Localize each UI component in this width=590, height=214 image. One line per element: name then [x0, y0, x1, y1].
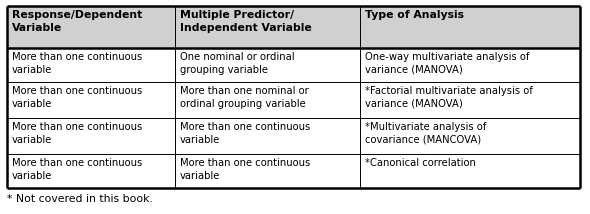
Bar [360, 118, 580, 154]
Bar [360, 82, 580, 118]
Bar [175, 48, 360, 82]
Text: More than one nominal or
ordinal grouping variable: More than one nominal or ordinal groupin… [180, 86, 309, 109]
Text: Multiple Predictor/
Independent Variable: Multiple Predictor/ Independent Variable [180, 10, 312, 33]
Text: Type of Analysis: Type of Analysis [365, 10, 464, 20]
Bar [7, 154, 175, 188]
Bar [360, 48, 580, 82]
Bar [175, 82, 360, 118]
Text: More than one continuous
variable: More than one continuous variable [12, 52, 142, 75]
Text: More than one continuous
variable: More than one continuous variable [180, 158, 310, 181]
Bar [7, 118, 175, 154]
Text: One nominal or ordinal
grouping variable: One nominal or ordinal grouping variable [180, 52, 294, 75]
Bar [7, 6, 175, 48]
Text: Response/Dependent
Variable: Response/Dependent Variable [12, 10, 142, 33]
Text: More than one continuous
variable: More than one continuous variable [12, 122, 142, 145]
Bar [175, 118, 360, 154]
Text: More than one continuous
variable: More than one continuous variable [180, 122, 310, 145]
Text: More than one continuous
variable: More than one continuous variable [12, 86, 142, 109]
Text: * Not covered in this book.: * Not covered in this book. [7, 194, 153, 204]
Bar [175, 6, 360, 48]
Text: *Multivariate analysis of
covariance (MANCOVA): *Multivariate analysis of covariance (MA… [365, 122, 486, 145]
Bar [7, 48, 175, 82]
Bar [175, 154, 360, 188]
Text: *Factorial multivariate analysis of
variance (MANOVA): *Factorial multivariate analysis of vari… [365, 86, 533, 109]
Bar [7, 82, 175, 118]
Text: *Canonical correlation: *Canonical correlation [365, 158, 476, 168]
Bar [360, 6, 580, 48]
Text: One-way multivariate analysis of
variance (MANOVA): One-way multivariate analysis of varianc… [365, 52, 529, 75]
Text: More than one continuous
variable: More than one continuous variable [12, 158, 142, 181]
Bar [360, 154, 580, 188]
